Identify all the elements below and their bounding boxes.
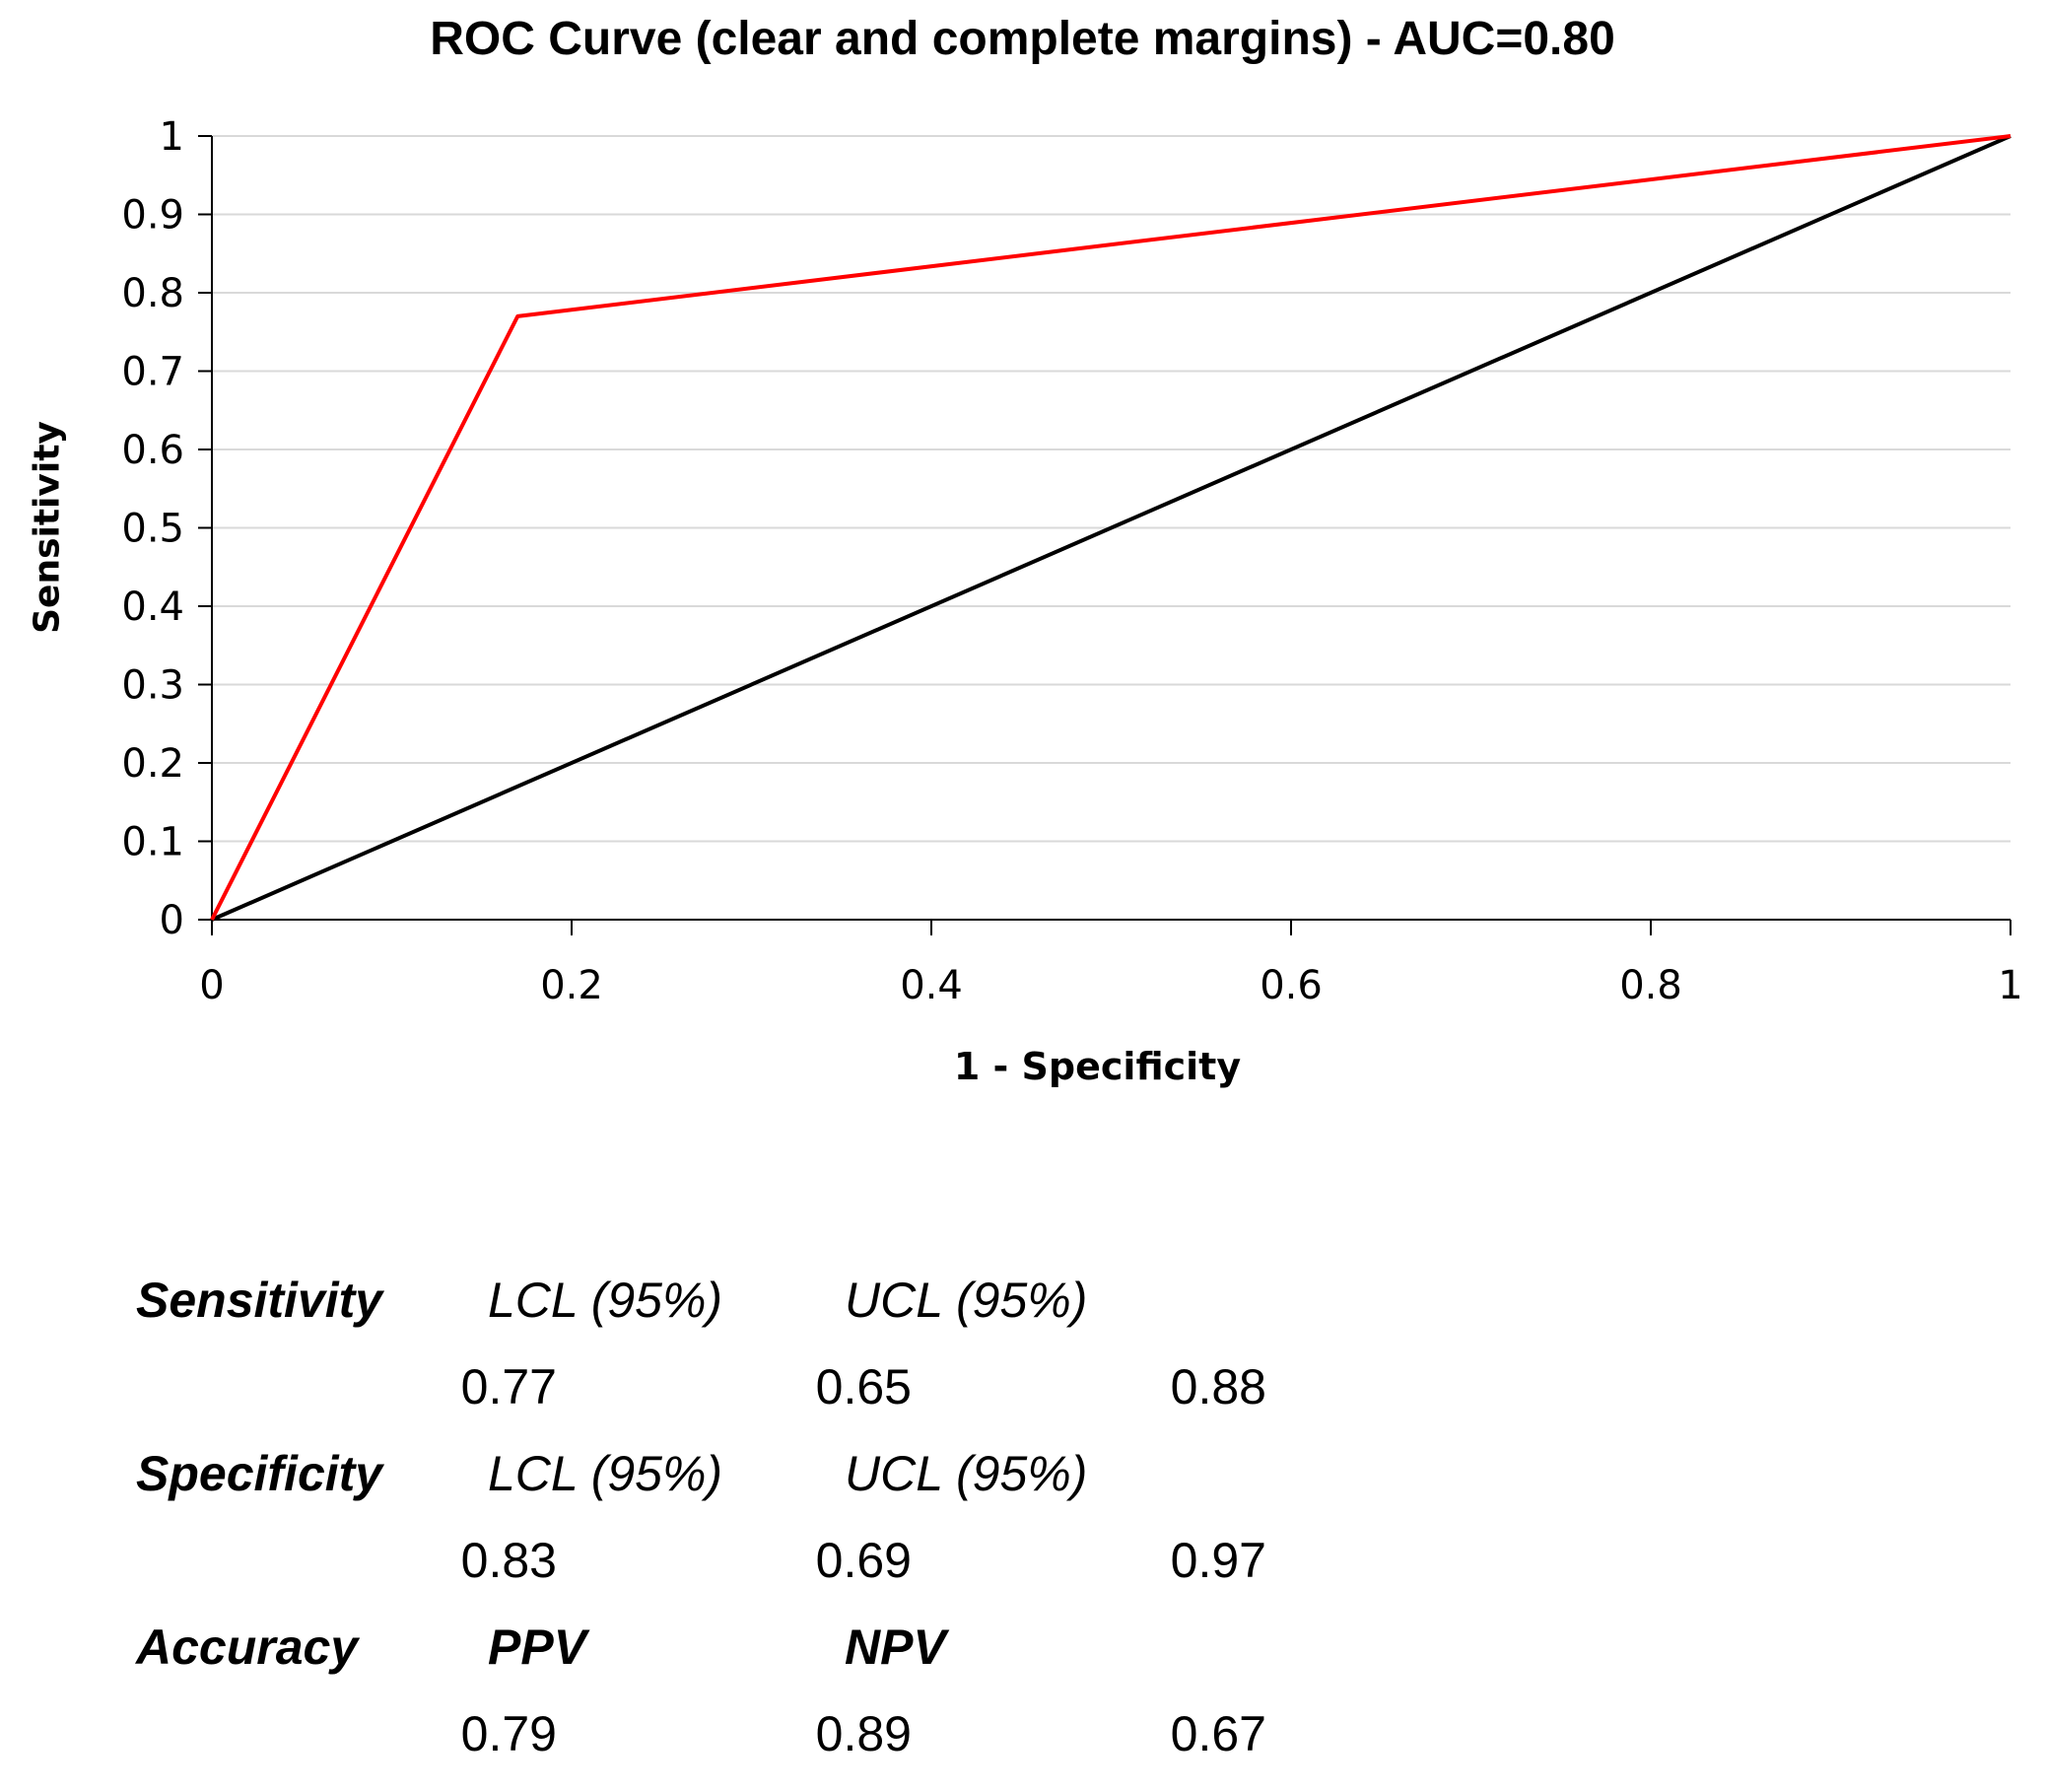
specificity-header: Specificity: [136, 1446, 383, 1501]
x-tick-label: 0.4: [900, 963, 963, 1008]
y-tick-label: 0: [160, 898, 184, 943]
y-tick-label: 0.1: [121, 820, 184, 865]
chart-title: ROC Curve (clear and complete margins) -…: [430, 13, 1615, 65]
accuracy-value: 0.79: [460, 1706, 557, 1761]
npv-header: NPV: [845, 1620, 946, 1675]
x-tick-label: 0.6: [1260, 963, 1323, 1008]
y-tick-label: 0.4: [121, 585, 184, 630]
x-tick-label: 1: [1998, 963, 2022, 1008]
y-tick-label: 0.2: [121, 741, 184, 787]
stats-header-row: Sensitivity LCL (95%) UCL (95%): [128, 1272, 1173, 1358]
sensitivity-value: 0.77: [460, 1359, 557, 1414]
stats-value-row: 0.79 0.89 0.67: [128, 1705, 1266, 1792]
roc-curve-line: [210, 134, 2011, 921]
npv-value: 0.67: [1170, 1706, 1266, 1761]
y-tick-label: 0.9: [121, 193, 184, 239]
stats-value-row: 0.83 0.69 0.97: [128, 1532, 1266, 1619]
x-axis-label: 1 - Specificity: [953, 1045, 1242, 1088]
stats-header-row: Specificity LCL (95%) UCL (95%): [128, 1445, 1173, 1532]
x-tick-label: 0.2: [540, 963, 603, 1008]
y-tick-label: 0.3: [121, 663, 184, 709]
specificity-lcl-header: LCL (95%): [488, 1446, 723, 1501]
x-tick-label: 0.8: [1619, 963, 1682, 1008]
specificity-ucl-value: 0.97: [1170, 1533, 1266, 1588]
stats-table: Sensitivity LCL (95%) UCL (95%) 0.77 0.6…: [128, 1272, 1266, 1792]
y-tick-label: 0.5: [121, 507, 184, 552]
stats-value-row: 0.77 0.65 0.88: [128, 1358, 1266, 1445]
sensitivity-lcl-value: 0.65: [815, 1359, 912, 1414]
stats-header-row: Accuracy PPV NPV: [128, 1619, 1173, 1705]
y-tick-label: 0.7: [121, 350, 184, 395]
specificity-value: 0.83: [460, 1533, 557, 1588]
ppv-header: PPV: [488, 1620, 587, 1675]
ppv-value: 0.89: [815, 1706, 912, 1761]
y-tick-label: 1: [160, 114, 184, 160]
reference-diagonal-line: [211, 134, 2011, 922]
specificity-ucl-header: UCL (95%): [845, 1446, 1088, 1501]
x-tick-label: 0: [199, 963, 224, 1008]
y-tick-label: 0.8: [121, 271, 184, 316]
sensitivity-ucl-value: 0.88: [1170, 1359, 1266, 1414]
specificity-lcl-value: 0.69: [815, 1533, 912, 1588]
sensitivity-lcl-header: LCL (95%): [488, 1273, 723, 1328]
y-tick-label: 0.6: [121, 428, 184, 473]
accuracy-header: Accuracy: [136, 1620, 359, 1675]
sensitivity-header: Sensitivity: [136, 1273, 383, 1328]
y-axis-label: Sensitivity: [27, 421, 68, 634]
sensitivity-ucl-header: UCL (95%): [845, 1273, 1088, 1328]
roc-chart: 0 0.1 0.2 0.3 0.4 0.5 0.6 0.7 0.8 0.9 1 0 0.2 0.4 0.6 0…: [121, 114, 2022, 1008]
